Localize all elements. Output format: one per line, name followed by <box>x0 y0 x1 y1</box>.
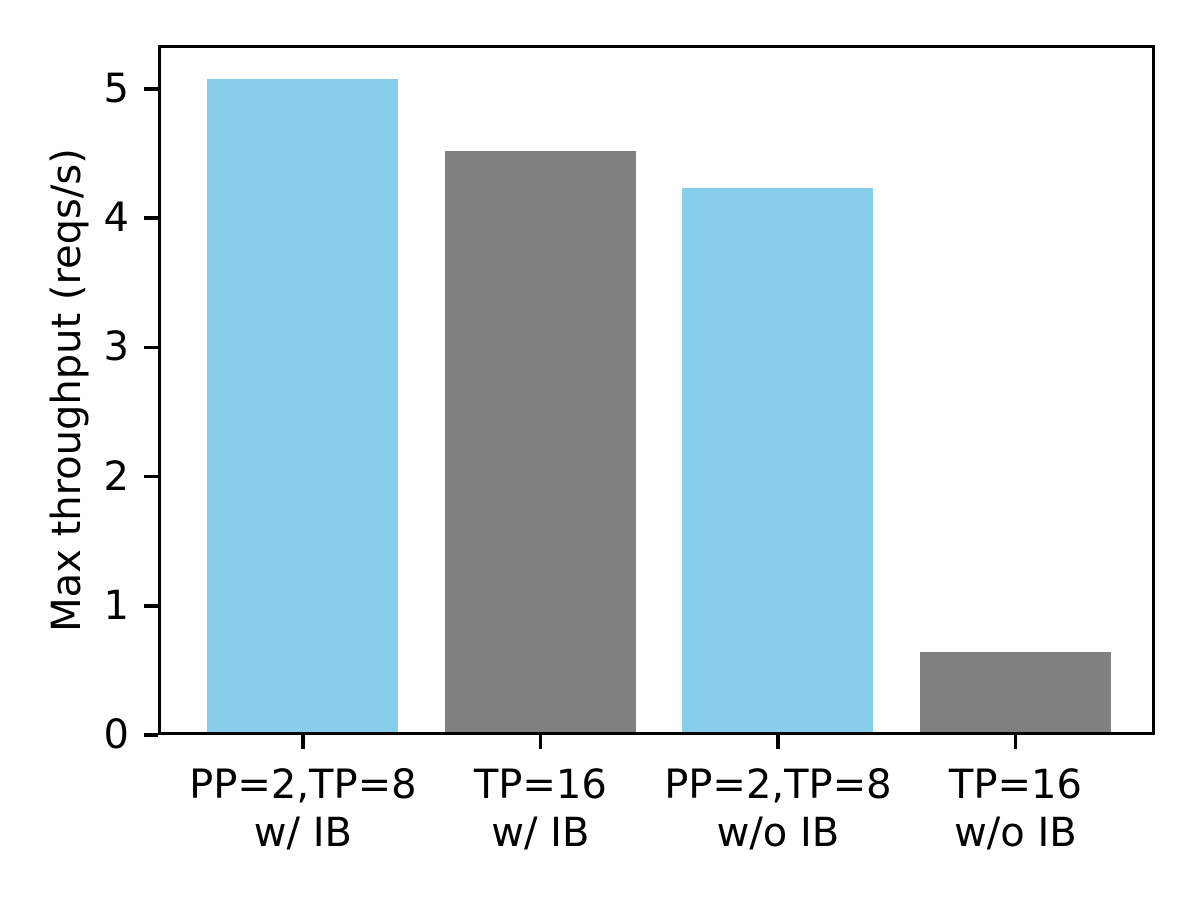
x-tick-3 <box>1013 735 1018 749</box>
y-tick-label-0: 0 <box>103 712 129 758</box>
bar-0 <box>207 78 399 735</box>
bar-1 <box>444 150 636 735</box>
y-tick-2 <box>144 474 158 479</box>
x-tick-label-2: PP=2,TP=8 w/o IB <box>664 762 892 856</box>
y-tick-1 <box>144 604 158 608</box>
x-tick-1 <box>538 735 543 749</box>
y-tick-3 <box>144 345 158 350</box>
y-tick-label-3: 3 <box>103 324 129 371</box>
y-tick-label-2: 2 <box>103 453 129 500</box>
y-tick-label-4: 4 <box>103 195 129 242</box>
x-tick-0 <box>301 735 305 749</box>
x-tick-label-0: PP=2,TP=8 w/ IB <box>189 762 417 856</box>
y-tick-4 <box>144 216 158 220</box>
bar-3 <box>919 652 1111 735</box>
x-tick-label-3: TP=16 w/o IB <box>948 762 1082 856</box>
x-tick-2 <box>776 735 780 749</box>
y-tick-label-1: 1 <box>103 582 129 629</box>
y-tick-label-5: 5 <box>103 65 129 112</box>
x-tick-label-1: TP=16 w/ IB <box>473 762 607 856</box>
y-tick-0 <box>144 733 158 737</box>
bar-2 <box>682 188 874 735</box>
y-tick-5 <box>144 87 158 91</box>
